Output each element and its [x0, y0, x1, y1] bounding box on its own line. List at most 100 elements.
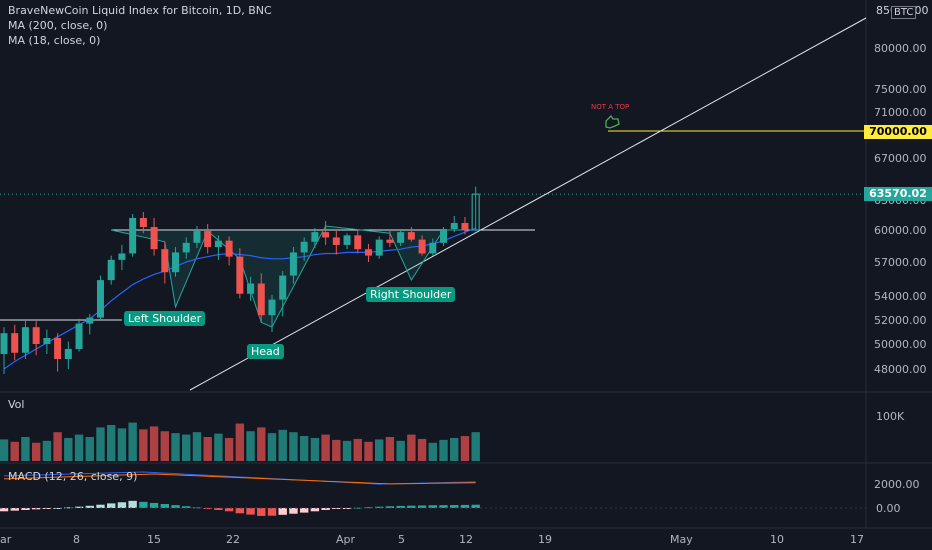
candle-40[interactable] [429, 238, 437, 256]
candle-21[interactable] [225, 236, 233, 266]
macd-bar-41 [439, 505, 448, 508]
candle-27[interactable] [289, 247, 297, 284]
candle-15[interactable] [161, 241, 169, 284]
ma18-legend[interactable]: MA (18, close, 0) [8, 34, 101, 47]
time-tick-mar: ar [0, 533, 12, 546]
candle-body [289, 252, 297, 276]
candle-44[interactable] [471, 186, 480, 232]
candle-7[interactable] [75, 318, 83, 352]
symbol-legend[interactable]: BraveNewCoin Liquid Index for Bitcoin, 1… [8, 4, 272, 17]
candle-30[interactable] [322, 221, 330, 245]
candle-body [214, 240, 222, 248]
price-axis-tick-48000: 48000.00 [874, 363, 927, 376]
volume-bar-28 [299, 436, 309, 461]
volume-bar-11 [117, 428, 127, 461]
macd-bar-20 [214, 508, 223, 510]
candle-41[interactable] [440, 227, 448, 246]
candle-body [172, 252, 180, 273]
candle-body [332, 237, 340, 245]
macd-bar-2 [21, 508, 30, 510]
candle-1[interactable] [11, 324, 19, 361]
left-shoulder-label[interactable]: Left Shoulder [124, 311, 206, 326]
candle-23[interactable] [247, 276, 255, 301]
candle-25[interactable] [268, 294, 276, 332]
macd-bar-42 [450, 505, 459, 508]
candle-body [407, 232, 415, 240]
candle-36[interactable] [386, 231, 394, 248]
candle-5[interactable] [54, 333, 62, 372]
not-a-top-annotation[interactable]: NOT A TOP [591, 103, 630, 111]
volume-bar-35 [375, 439, 384, 461]
candle-17[interactable] [182, 237, 190, 259]
candle-14[interactable] [150, 218, 158, 256]
volume-bar-7 [74, 434, 84, 461]
candle-3[interactable] [32, 321, 40, 356]
price-axis-tick-50000: 50000.00 [874, 338, 927, 351]
candle-11[interactable] [118, 244, 126, 270]
volume-bar-3 [31, 442, 41, 461]
candle-6[interactable] [64, 341, 72, 369]
macd-bar-24 [257, 508, 266, 516]
candle-37[interactable] [397, 229, 405, 246]
volume-bar-12 [128, 422, 137, 461]
right-shoulder-label[interactable]: Right Shoulder [366, 287, 456, 302]
time-tick-17: 17 [850, 533, 864, 546]
candle-body [182, 242, 190, 253]
candle-29[interactable] [311, 228, 319, 249]
candle-0[interactable] [0, 327, 8, 374]
candle-24[interactable] [257, 273, 265, 323]
candle-20[interactable] [214, 235, 222, 260]
volume-bar-16 [171, 433, 180, 461]
volume-bar-24 [257, 427, 266, 461]
candle-body [418, 239, 426, 254]
volume-bar-19 [203, 437, 212, 461]
candle-body [471, 193, 480, 231]
macd-bar-6 [64, 507, 73, 509]
macd-bar-43 [460, 504, 470, 508]
volume-bar-37 [396, 440, 405, 461]
candle-22[interactable] [236, 248, 244, 299]
candle-body [257, 283, 265, 316]
candle-9[interactable] [96, 275, 104, 320]
candle-16[interactable] [172, 247, 180, 277]
candle-13[interactable] [139, 212, 147, 234]
candle-10[interactable] [107, 255, 115, 285]
volume-bar-41 [439, 439, 448, 461]
candle-18[interactable] [193, 226, 201, 249]
candle-body [161, 249, 169, 273]
candle-35[interactable] [375, 236, 383, 259]
volume-bar-14 [149, 426, 159, 461]
currency-badge[interactable]: BTC [891, 6, 917, 19]
head-label[interactable]: Head [247, 344, 284, 359]
candle-26[interactable] [279, 271, 287, 317]
candle-12[interactable] [129, 214, 137, 257]
candle-body [429, 242, 437, 254]
candle-34[interactable] [364, 243, 372, 262]
volume-bar-17 [182, 434, 191, 461]
candle-19[interactable] [204, 224, 212, 254]
macd-bar-15 [160, 504, 169, 508]
macd-bar-5 [53, 508, 62, 509]
macd-bar-34 [364, 507, 373, 509]
candle-8[interactable] [86, 314, 94, 335]
candle-28[interactable] [300, 237, 308, 261]
candle-38[interactable] [407, 227, 415, 242]
candle-4[interactable] [43, 329, 51, 354]
candle-33[interactable] [354, 231, 362, 254]
volume-bar-29 [310, 437, 320, 461]
volume-bar-40 [428, 442, 437, 461]
candle-39[interactable] [418, 235, 426, 256]
candle-42[interactable] [450, 216, 458, 233]
ma200-legend[interactable]: MA (200, close, 0) [8, 19, 108, 32]
candle-32[interactable] [343, 233, 351, 250]
volume-bar-39 [417, 438, 427, 461]
candle-31[interactable] [332, 231, 340, 255]
volume-bar-23 [246, 431, 255, 461]
candle-body [75, 323, 83, 349]
price-axis-tick-80000: 80000.00 [874, 42, 927, 55]
macd-label: MACD (12, 26, close, 9) [8, 470, 138, 483]
macd-bar-14 [149, 502, 159, 508]
candle-2[interactable] [21, 320, 29, 359]
candle-43[interactable] [461, 217, 469, 235]
